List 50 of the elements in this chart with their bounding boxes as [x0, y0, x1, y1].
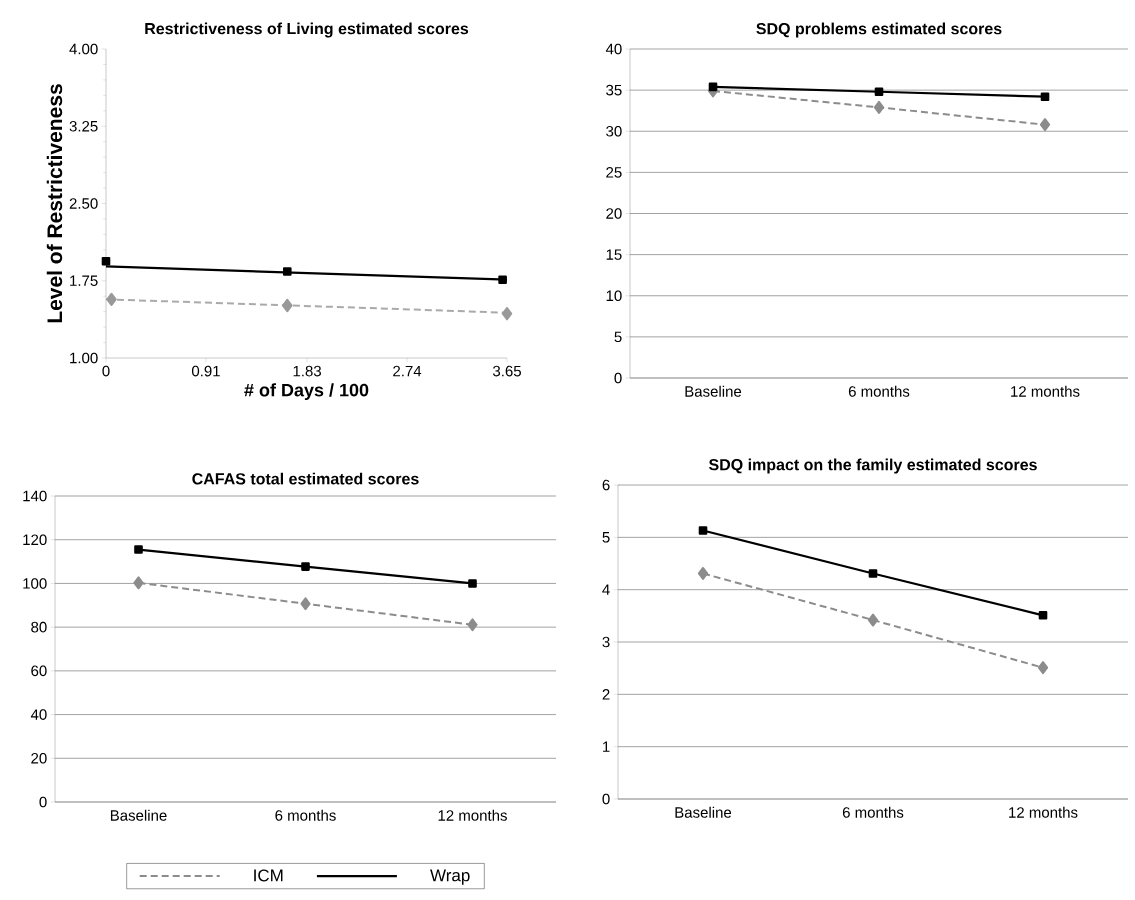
- x-tick-label: 1.83: [293, 365, 321, 377]
- y-tick-label: 3: [602, 636, 610, 648]
- y-tick-label: 0: [602, 793, 610, 805]
- y-tick-label: 5: [614, 331, 622, 343]
- y-tick-label: 3.25: [69, 120, 98, 132]
- chart-title: CAFAS total estimated scores: [192, 472, 419, 485]
- x-axis-title: # of Days / 100: [244, 383, 369, 401]
- y-tick-label: 80: [31, 621, 47, 633]
- x-tick-label: 3.65: [492, 365, 521, 377]
- x-tick-label: 12 months: [1011, 385, 1080, 397]
- x-tick-label: 6 months: [842, 806, 904, 818]
- y-tick-label: 120: [23, 534, 47, 546]
- y-tick-label: 10: [606, 290, 622, 302]
- legend-label: Wrap: [430, 869, 470, 885]
- y-tick-label: 20: [606, 208, 622, 219]
- x-tick-label: Baseline: [685, 385, 742, 397]
- y-tick-label: 20: [31, 752, 47, 764]
- chart-title: SDQ problems estimated scores: [756, 22, 1002, 38]
- y-tick-label: 15: [606, 249, 622, 260]
- y-tick-label: 25: [606, 167, 622, 178]
- y-tick-label: 6: [602, 479, 610, 491]
- y-axis-title: Level of Restrictiveness: [46, 84, 63, 323]
- x-tick-label: 12 months: [438, 809, 507, 821]
- y-tick-label: 35: [606, 84, 622, 96]
- y-tick-label: 0: [39, 796, 47, 808]
- chart-title: Restrictiveness of Living estimated scores: [145, 22, 469, 38]
- y-tick-label: 2: [602, 689, 610, 700]
- x-tick-label: Baseline: [110, 809, 167, 821]
- legend-label: ICM: [254, 869, 283, 882]
- chart-title: SDQ impact on the family estimated scores: [708, 458, 1037, 474]
- y-tick-label: 1.75: [70, 275, 98, 286]
- y-tick-label: 5: [602, 532, 610, 543]
- y-tick-label: 1: [603, 741, 610, 752]
- y-tick-label: 1.00: [70, 352, 98, 364]
- y-tick-label: 2.50: [69, 198, 98, 209]
- x-tick-label: 0.91: [191, 365, 220, 377]
- y-tick-label: 40: [30, 709, 47, 720]
- x-tick-label: 6 months: [848, 385, 910, 397]
- x-tick-label: 12 months: [1009, 806, 1078, 818]
- y-tick-label: 4: [602, 584, 610, 595]
- x-tick-label: 0: [102, 365, 110, 377]
- y-tick-label: 140: [23, 490, 47, 502]
- y-tick-label: 60: [31, 665, 47, 677]
- y-tick-label: 30: [606, 125, 622, 137]
- x-tick-label: 2.74: [393, 365, 422, 377]
- x-tick-label: Baseline: [675, 806, 732, 818]
- x-tick-label: 6 months: [275, 809, 336, 821]
- y-tick-label: 40: [605, 43, 622, 55]
- y-tick-label: 100: [23, 578, 47, 589]
- y-tick-label: 4.00: [69, 43, 98, 55]
